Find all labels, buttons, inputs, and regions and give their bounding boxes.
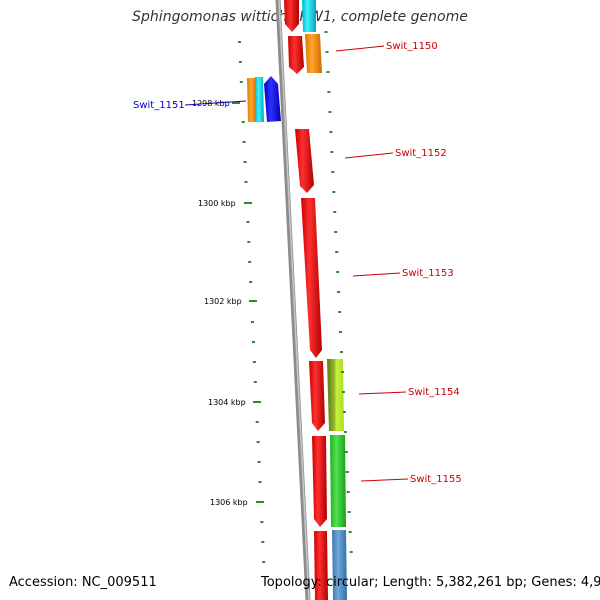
- gene-arrow-swit-1154[interactable]: [327, 359, 344, 431]
- gene-label-text[interactable]: Swit_1155: [410, 474, 462, 485]
- gene-label-text[interactable]: Swit_1150: [386, 41, 438, 52]
- gene-arrow-bottom-steel[interactable]: [332, 530, 347, 600]
- gene-label-swit-1153[interactable]: Swit_1153: [352, 268, 454, 279]
- genome-backbone: [275, 0, 311, 600]
- gene-arrow-swit-1151-blue[interactable]: [264, 76, 281, 122]
- gene-arrow-swit-1154-region[interactable]: [309, 361, 325, 431]
- scale-label-1304: 1304 kbp: [208, 398, 261, 407]
- map-title: Sphingomonas wittichii RW1, complete gen…: [132, 9, 468, 25]
- gene-arrow-swit-1155[interactable]: [330, 435, 346, 527]
- gene-arrow-1150-upstream[interactable]: [288, 36, 304, 74]
- tick-ring-right: [324, 31, 353, 553]
- gene-arrow-bottom-red[interactable]: [314, 531, 328, 600]
- gene-label-text[interactable]: Swit_1151: [133, 100, 185, 111]
- scale-label-text: 1300 kbp: [198, 199, 236, 208]
- gene-arrow-swit-1155-region[interactable]: [312, 436, 327, 527]
- gene-label-swit-1152[interactable]: Swit_1152: [344, 148, 447, 159]
- tick-ring-left: [238, 41, 266, 563]
- gene-label-text[interactable]: Swit_1154: [408, 387, 460, 398]
- gene-arrow-1149[interactable]: [284, 0, 299, 32]
- gene-label-text[interactable]: Swit_1152: [395, 148, 447, 159]
- scale-label-text: 1302 kbp: [204, 297, 242, 306]
- scale-label-1306: 1306 kbp: [210, 498, 264, 507]
- gene-arrow-swit-1151-orange[interactable]: [247, 78, 257, 122]
- gene-arrow-top-cyan[interactable]: [302, 0, 316, 32]
- scale-label-text: 1306 kbp: [210, 498, 248, 507]
- scale-label-1298: 1298 kbp: [192, 99, 240, 108]
- accession-text: Accession: NC_009511: [9, 575, 157, 590]
- scale-label-1302: 1302 kbp: [204, 297, 257, 306]
- gene-label-swit-1150[interactable]: Swit_1150: [335, 41, 438, 52]
- genome-summary-text: Topology: circular; Length: 5,382,261 bp…: [261, 575, 600, 590]
- genome-backbone-highlight: [278, 0, 310, 600]
- gene-arrow-swit-1151-cyan[interactable]: [255, 77, 264, 122]
- gene-arrow-swit-1153[interactable]: [301, 198, 322, 358]
- gene-arrow-swit-1152[interactable]: [295, 129, 314, 193]
- gene-label-swit-1155[interactable]: Swit_1155: [360, 474, 462, 485]
- gene-label-swit-1154[interactable]: Swit_1154: [358, 387, 460, 398]
- gene-label-swit-1151[interactable]: Swit_1151: [133, 100, 247, 111]
- scale-label-text: 1304 kbp: [208, 398, 246, 407]
- scale-label-1300: 1300 kbp: [198, 199, 252, 208]
- gene-label-text[interactable]: Swit_1153: [402, 268, 454, 279]
- gene-arrow-swit-1150[interactable]: [305, 34, 322, 73]
